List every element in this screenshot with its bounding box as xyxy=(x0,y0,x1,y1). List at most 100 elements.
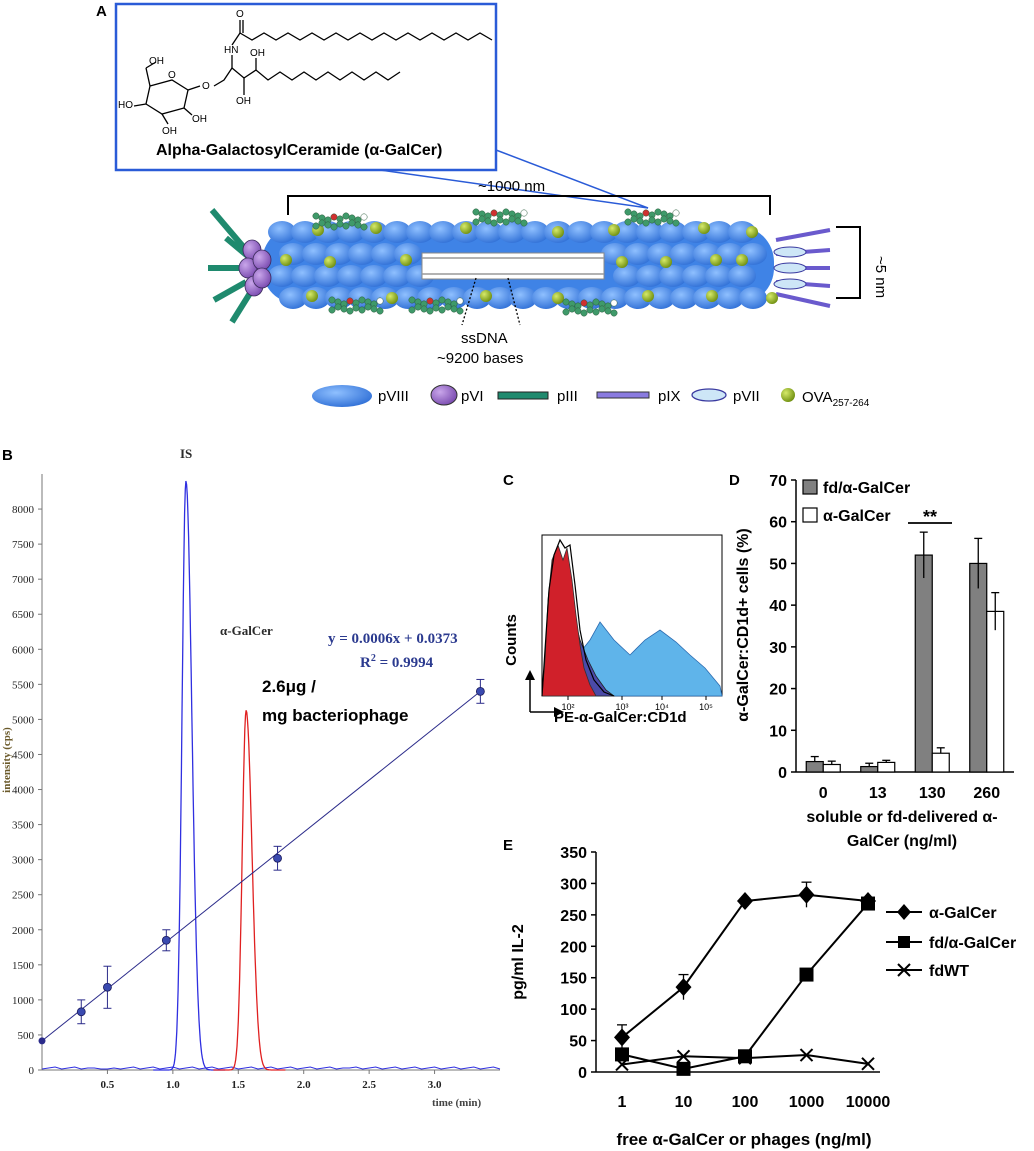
atom-oh-3: OH xyxy=(250,48,265,59)
galcer-atom xyxy=(624,208,632,216)
pviii-subunit xyxy=(348,243,376,265)
e-marker-square xyxy=(861,896,875,911)
panel-a: A O HN O OH O xyxy=(96,2,889,409)
pviii-subunit xyxy=(314,265,342,287)
legend-ova-sub: 257-264 xyxy=(833,398,870,409)
pviii-subunit xyxy=(371,243,399,265)
galcer-atom xyxy=(438,296,446,304)
panel-d: C D 010203040506070013130260**fd/α-GalCe… xyxy=(729,472,1014,850)
galcer-cluster xyxy=(312,212,368,231)
e-x-tick-label: 100 xyxy=(732,1094,759,1111)
galcer-atom xyxy=(580,309,588,317)
d-bar-galcer xyxy=(931,752,950,773)
fit-equation: y = 0.0006x + 0.0373 xyxy=(328,631,458,647)
galcer-atom xyxy=(318,219,326,227)
galcer-atom xyxy=(352,304,360,312)
legend-pviii: pVIII xyxy=(378,388,409,405)
ova-peptide xyxy=(710,254,722,266)
calibration-point xyxy=(475,686,485,696)
galcer-atom xyxy=(328,296,336,304)
e-marker-square xyxy=(738,1049,752,1064)
ova-peptide xyxy=(280,254,292,266)
galcer-atom xyxy=(376,307,384,315)
pviii-subunit xyxy=(613,221,641,243)
c-hist-outline xyxy=(541,538,615,697)
b-y-tick-label: 5000 xyxy=(12,714,35,726)
galcer-atom xyxy=(472,218,480,226)
ova-peptide xyxy=(460,222,472,234)
c-x-tick-label: 10² xyxy=(561,702,574,712)
b-baseline xyxy=(41,1066,501,1070)
molecule-box xyxy=(114,2,498,172)
galcer-atom xyxy=(478,215,486,223)
galcer-cluster xyxy=(408,296,464,315)
panel-c-plot: 10² 10³ 10⁴ 10⁵ xyxy=(525,534,723,717)
b-x-tick-label: 3.0 xyxy=(428,1079,442,1091)
width-label: ~5 nm xyxy=(872,256,889,298)
atom-oh-3b: OH xyxy=(162,126,177,137)
galcer-atom xyxy=(490,209,498,217)
galcer-atom xyxy=(450,305,458,313)
calibration-point xyxy=(103,982,112,992)
d-ylabel: α-GalCer:CD1d+ cells (%) xyxy=(735,528,752,721)
peak-is-label: IS xyxy=(180,446,192,461)
galcer-atom xyxy=(342,222,350,230)
e-marker-x xyxy=(738,1051,752,1065)
b-x-tick-label: 1.0 xyxy=(166,1079,180,1091)
calibration-point xyxy=(76,1007,86,1017)
d-xlabel-line1: soluble or fd-delivered α- xyxy=(806,809,997,826)
pviii-subunit xyxy=(498,221,526,243)
e-x-tick-label: 10000 xyxy=(846,1094,891,1111)
legend-piii-icon xyxy=(497,391,549,400)
galcer-atom xyxy=(586,306,594,314)
e-marker-x xyxy=(615,1057,629,1072)
e-line-diamond xyxy=(621,893,869,1039)
galcer-atom xyxy=(568,305,576,313)
d-xlabel-line2: GalCer (ng/ml) xyxy=(847,833,957,850)
ova-peptide xyxy=(400,254,412,266)
galcer-atom xyxy=(574,307,582,315)
galcer-atom xyxy=(592,308,600,316)
ova-peptide xyxy=(370,222,382,234)
callout-line-2 xyxy=(495,149,649,209)
calibration-point xyxy=(161,935,171,945)
b-y-tick-label: 2000 xyxy=(12,925,35,937)
galcer-atom xyxy=(472,208,480,216)
ova-peptide xyxy=(616,256,628,268)
ova-peptide xyxy=(386,292,398,304)
pviii-subunit xyxy=(291,265,319,287)
pviii-subunit xyxy=(682,265,710,287)
galcer-atom xyxy=(354,221,362,229)
pviii-subunit xyxy=(716,287,744,309)
galcer-atom xyxy=(502,208,510,216)
calibration-fit-line xyxy=(41,690,481,1042)
galcer-atom xyxy=(358,306,366,314)
pviii-subunit xyxy=(624,243,652,265)
e-line-square xyxy=(621,902,869,1070)
atom-ho-4: HO xyxy=(118,100,133,111)
d-y-tick-label: 20 xyxy=(769,682,787,699)
piii-fiber xyxy=(229,288,255,324)
pviii-subunit xyxy=(337,265,365,287)
galcer-structure xyxy=(133,20,493,125)
d-bar-fd-galcer xyxy=(805,760,824,773)
pviii-subunit xyxy=(360,265,388,287)
galcer-atom xyxy=(636,217,644,225)
legend-piii: pIII xyxy=(557,388,578,405)
pviii-subunit xyxy=(532,287,560,309)
atom-o-link: O xyxy=(202,81,210,92)
d-y-tick-label: 10 xyxy=(769,723,787,740)
e-xlabel: free α-GalCer or phages (ng/ml) xyxy=(616,1130,871,1149)
galcer-atom xyxy=(672,209,680,217)
c-x-tick-label: 10⁵ xyxy=(699,702,713,712)
galcer-atom xyxy=(312,212,320,220)
legend-ova-icon xyxy=(781,388,795,402)
galcer-atom xyxy=(642,209,650,217)
calibration-origin-point xyxy=(38,1037,46,1045)
ssdna-window xyxy=(421,252,605,280)
ova-peptide xyxy=(552,292,564,304)
pviii-subunit xyxy=(302,243,330,265)
panel-b-xlabel: time (min) xyxy=(432,1097,482,1109)
b-x-tick-label: 2.0 xyxy=(297,1079,311,1091)
b-y-tick-label: 4500 xyxy=(12,749,35,761)
